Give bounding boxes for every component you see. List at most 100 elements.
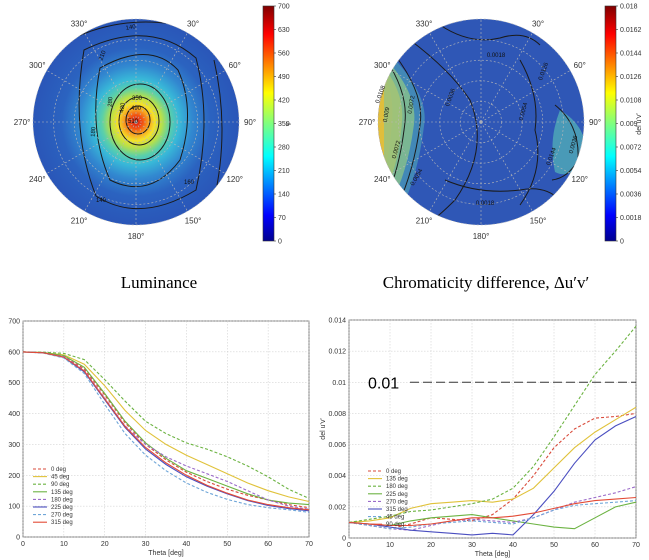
legend-label: 180 deg	[51, 497, 73, 503]
colorbar-label: del u'v'	[636, 113, 643, 134]
legend-label: 270 deg	[51, 513, 73, 519]
grid-ring	[53, 39, 219, 205]
chromaticity-polar-plot: 30° 60° 90° 120° 150° 180° 210° 240° 270° 300° 330…	[359, 4, 643, 246]
threshold-label: 0.01	[368, 375, 399, 392]
series-line	[22, 351, 310, 513]
series-line	[22, 351, 310, 499]
colorbar	[262, 5, 275, 242]
y-tick-label: 300	[8, 442, 20, 449]
series-line	[348, 496, 637, 527]
contour-label: 0.0072	[407, 95, 416, 115]
y-tick-label: 200	[8, 473, 20, 480]
grid-spoke	[429, 32, 482, 123]
grid-ring	[32, 18, 240, 226]
colorbar-tick-label: 140	[278, 192, 290, 199]
x-axis-label: Theta [deg]	[475, 551, 510, 558]
contour-label: 350	[132, 96, 143, 102]
colorbar-tick-label: 70	[278, 215, 286, 222]
legend-label: 225 deg	[51, 505, 73, 511]
y-tick-label: 0.006	[328, 442, 346, 449]
y-tick-label: 0.012	[328, 349, 346, 356]
caption-chromaticity: Chromaticity difference, Δu′v′	[383, 273, 589, 292]
grid-spoke	[480, 121, 571, 174]
contour-label: 0.0072	[392, 139, 403, 159]
grid-spoke	[84, 121, 137, 212]
y-tick-label: 0.008	[328, 411, 346, 418]
contour-line	[409, 39, 478, 223]
contour-label: 0.0018	[487, 53, 506, 59]
contour-label: 0.0054	[519, 101, 530, 121]
y-tick-label: 0	[342, 536, 346, 543]
grid-spoke	[391, 121, 482, 174]
chromaticity-vs-theta-chart: 0 10 20 30 40 50 60 70 0 0.002 0.004 0.006 0.008 0.01…	[320, 318, 640, 559]
grid-spoke	[84, 32, 137, 123]
contour-label: 180	[91, 126, 98, 137]
colorbar-tick-label: 490	[278, 74, 290, 81]
series-line	[22, 351, 310, 511]
legend-label: 0 deg	[386, 469, 401, 475]
y-tick-label: 700	[8, 319, 20, 326]
colorbar-tick-label: 0	[620, 239, 624, 246]
y-tick-label: 600	[8, 349, 20, 356]
contour-label: 210	[99, 49, 108, 61]
series-line	[348, 486, 637, 531]
colorbar-ticks: 0 0.0018 0.0036 0.0054 0.0072 0.009 0.0108 0.01…	[616, 4, 642, 246]
colorbar-tick-label: 0.0036	[620, 192, 642, 199]
x-tick-label: 50	[223, 541, 231, 548]
grid-spoke	[135, 32, 188, 123]
legend-label: 270 deg	[386, 499, 408, 505]
angle-label: 120°	[571, 175, 588, 184]
colorbar-tick-label: 350	[278, 121, 290, 128]
contour-label: 280	[108, 96, 115, 107]
contour-line	[78, 35, 205, 210]
grid-ring	[398, 39, 564, 205]
grid-spoke	[480, 32, 533, 123]
colorbar-tick-label: 210	[278, 168, 290, 175]
legend-label: 90 deg	[51, 482, 69, 488]
colorbar-tick-label: 0.0018	[620, 215, 642, 222]
contour-line	[519, 59, 539, 206]
contour-label: 420	[119, 102, 127, 114]
angle-label: 270°	[359, 118, 376, 127]
angle-label: 30°	[532, 19, 544, 28]
grid-spoke	[429, 121, 482, 212]
y-tick-label: 500	[8, 380, 20, 387]
colorbar-tick-label: 0.0162	[620, 27, 642, 34]
colorbar-tick-label: 0	[278, 239, 282, 246]
contour-label: 140	[96, 198, 107, 204]
x-tick-label: 40	[509, 542, 517, 549]
angle-label: 60°	[229, 61, 241, 70]
legend-label: 135 deg	[51, 490, 73, 496]
legend-label: 135 deg	[386, 477, 408, 483]
luminance-polar-plot: 30° 60° 90° 120° 150° 180° 210° 240° 270° 300° 330…	[14, 4, 293, 246]
y-tick-label: 100	[8, 504, 20, 511]
y-axis-label: del u'v'	[320, 418, 327, 439]
x-tick-label: 70	[632, 542, 640, 549]
angle-label: 300°	[29, 61, 46, 70]
grid-spoke	[46, 121, 137, 174]
angle-label: 210°	[416, 217, 433, 226]
contour-line	[125, 105, 151, 135]
contour-label: 0.0036	[569, 134, 580, 154]
contour-label: 490	[131, 106, 142, 112]
legend-label: 315 deg	[386, 507, 408, 513]
luminance-vs-theta-chart: 0 10 20 30 40 50 60 700100200300400500600700The…	[0, 319, 313, 558]
y-tick-label: 0	[16, 535, 20, 542]
angle-label: 120°	[226, 175, 243, 184]
grid-spoke	[46, 70, 137, 123]
series-line	[22, 351, 310, 503]
x-tick-label: 0	[347, 542, 351, 549]
colorbar-tick-label: 0.009	[620, 121, 638, 128]
legend-label: 315 deg	[51, 520, 73, 526]
angle-label: 330°	[71, 19, 88, 28]
angle-label: 90°	[589, 118, 601, 127]
x-tick-label: 20	[101, 541, 109, 548]
angle-labels: 30° 60° 90° 120° 150° 180° 210° 240° 270° 300° 330…	[14, 19, 256, 241]
colorbar-tick-label: 630	[278, 27, 290, 34]
grid-spoke	[480, 70, 571, 123]
legend-label: 225 deg	[386, 492, 408, 498]
colorbar-tick-label: 0.018	[620, 4, 638, 11]
